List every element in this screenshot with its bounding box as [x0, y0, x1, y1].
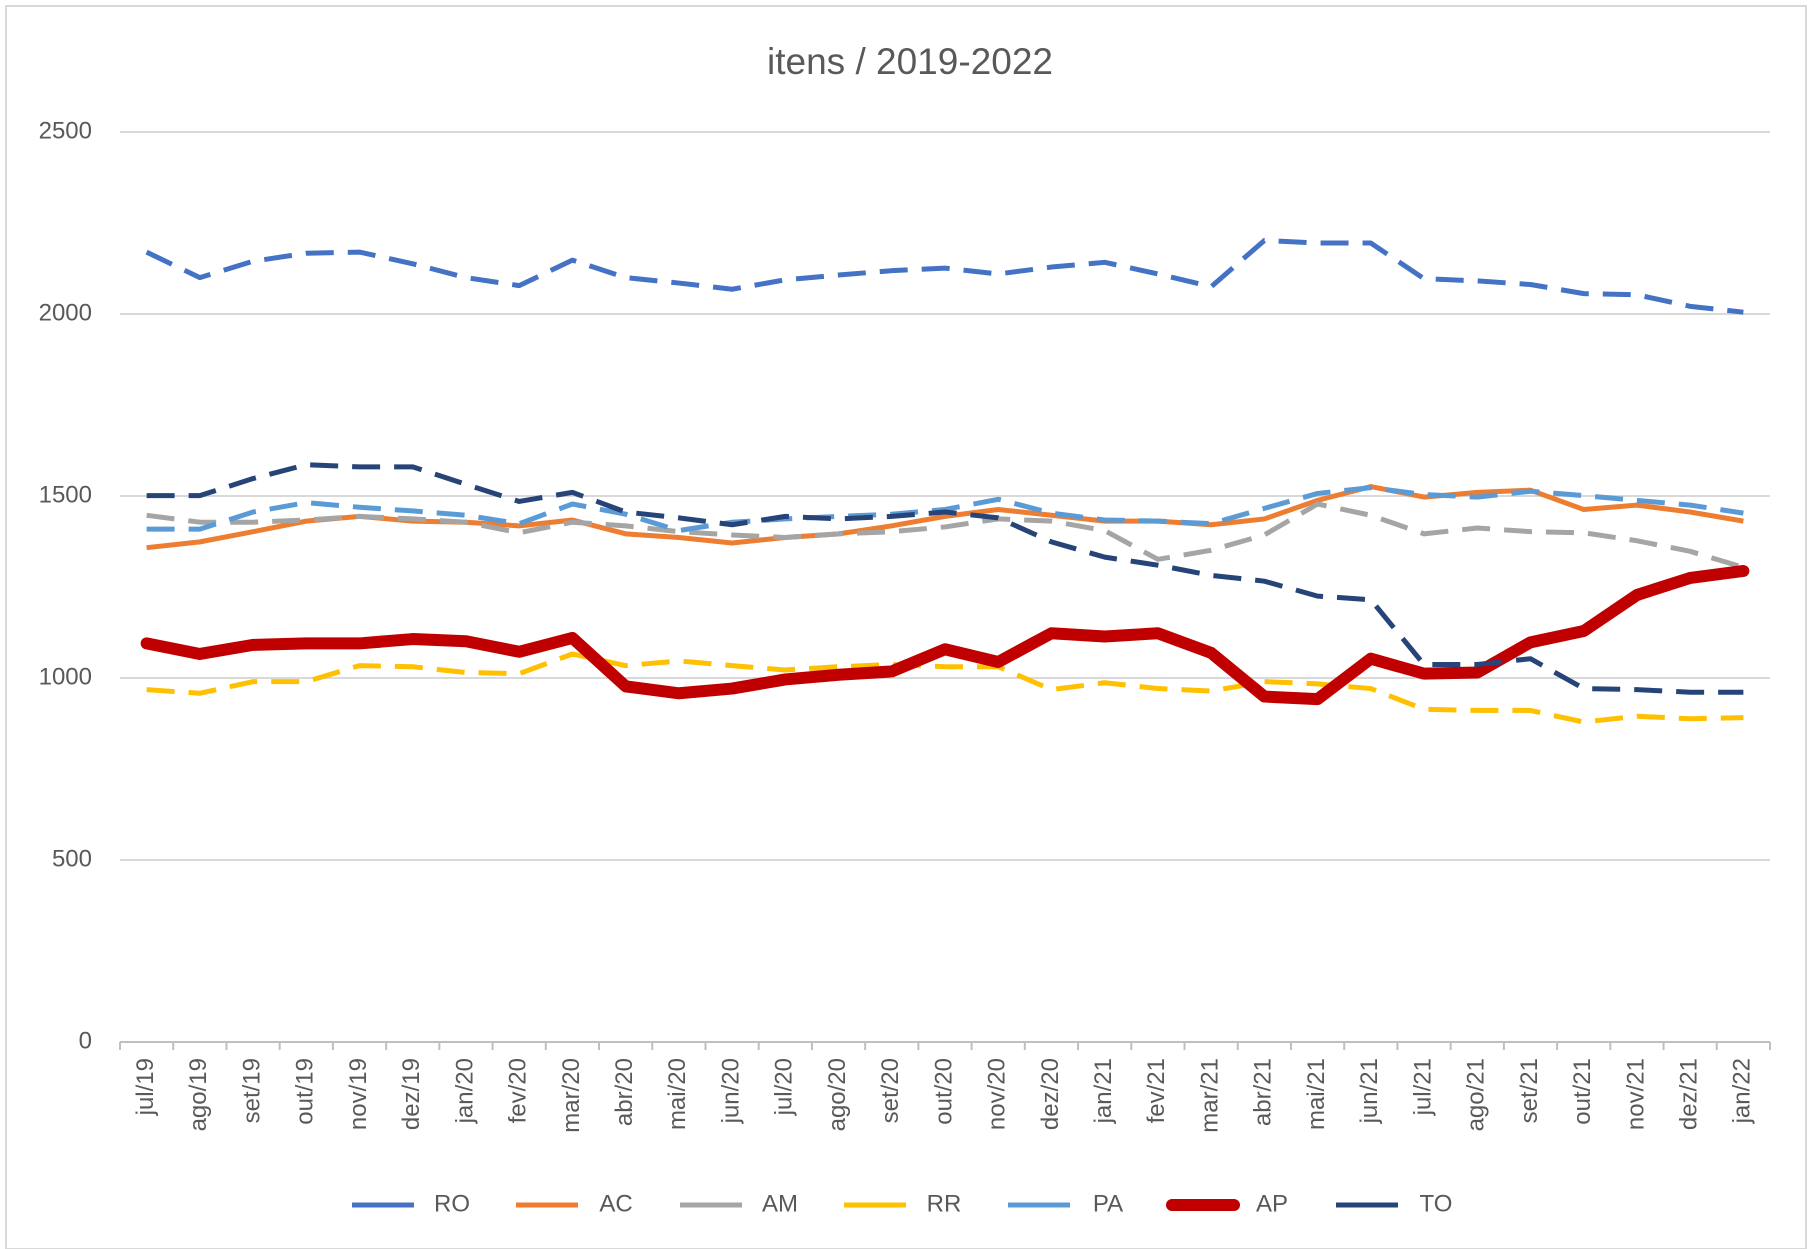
x-tick-label: set/19 — [238, 1058, 265, 1123]
y-tick-label: 1500 — [39, 481, 92, 508]
x-tick-label: abr/21 — [1250, 1058, 1277, 1126]
legend-label: AC — [599, 1190, 632, 1217]
x-tick-label: nov/19 — [345, 1058, 372, 1130]
x-tick-label: set/20 — [877, 1058, 904, 1123]
y-tick-label: 2000 — [39, 299, 92, 326]
line-series — [146, 651, 1744, 725]
x-tick-label: ago/19 — [185, 1058, 212, 1131]
x-tick-label: dez/21 — [1676, 1058, 1703, 1130]
line-series — [145, 237, 1744, 315]
x-tick-label: jul/20 — [771, 1058, 798, 1116]
x-tick-label: nov/20 — [984, 1058, 1011, 1130]
x-tick-label: set/21 — [1516, 1058, 1543, 1123]
y-tick-label: 500 — [52, 845, 92, 872]
legend-label: AM — [762, 1190, 798, 1217]
x-tick-label: mar/21 — [1196, 1058, 1223, 1133]
legend-label: RR — [927, 1190, 962, 1217]
x-tick-label: dez/20 — [1037, 1058, 1064, 1130]
x-tick-label: ago/20 — [824, 1058, 851, 1131]
legend-label: TO — [1420, 1190, 1453, 1217]
y-tick-label: 0 — [79, 1027, 92, 1054]
x-tick-label: fev/21 — [1143, 1058, 1170, 1123]
chart-title: itens / 2019-2022 — [767, 41, 1053, 82]
line-series — [146, 462, 1744, 695]
legend-label: AP — [1256, 1190, 1288, 1217]
x-tick-label: jan/21 — [1090, 1058, 1117, 1124]
x-tick-label: jul/21 — [1409, 1058, 1436, 1116]
x-tick-label: out/20 — [930, 1058, 957, 1125]
x-tick-label: mar/20 — [558, 1058, 585, 1133]
x-tick-label: jan/22 — [1729, 1058, 1756, 1124]
x-tick-label: dez/19 — [398, 1058, 425, 1130]
line-series — [140, 564, 1750, 706]
x-tick-label: out/21 — [1569, 1058, 1596, 1125]
x-tick-label: fev/20 — [505, 1058, 532, 1123]
y-tick-label: 2500 — [39, 117, 92, 144]
line-series — [146, 501, 1745, 570]
x-tick-label: abr/20 — [611, 1058, 638, 1126]
x-tick-label: mai/21 — [1303, 1058, 1330, 1130]
legend-label: RO — [434, 1190, 470, 1217]
line-series — [146, 485, 1744, 534]
x-tick-label: jun/21 — [1356, 1058, 1383, 1124]
x-tick-label: jun/20 — [717, 1058, 744, 1124]
x-tick-label: out/19 — [292, 1058, 319, 1125]
x-tick-label: nov/21 — [1622, 1058, 1649, 1130]
legend-label: PA — [1093, 1190, 1123, 1217]
x-tick-label: jul/19 — [132, 1058, 159, 1116]
x-tick-label: jan/20 — [451, 1058, 478, 1124]
x-tick-label: mai/20 — [664, 1058, 691, 1130]
x-tick-label: ago/21 — [1463, 1058, 1490, 1131]
y-tick-label: 1000 — [39, 663, 92, 690]
